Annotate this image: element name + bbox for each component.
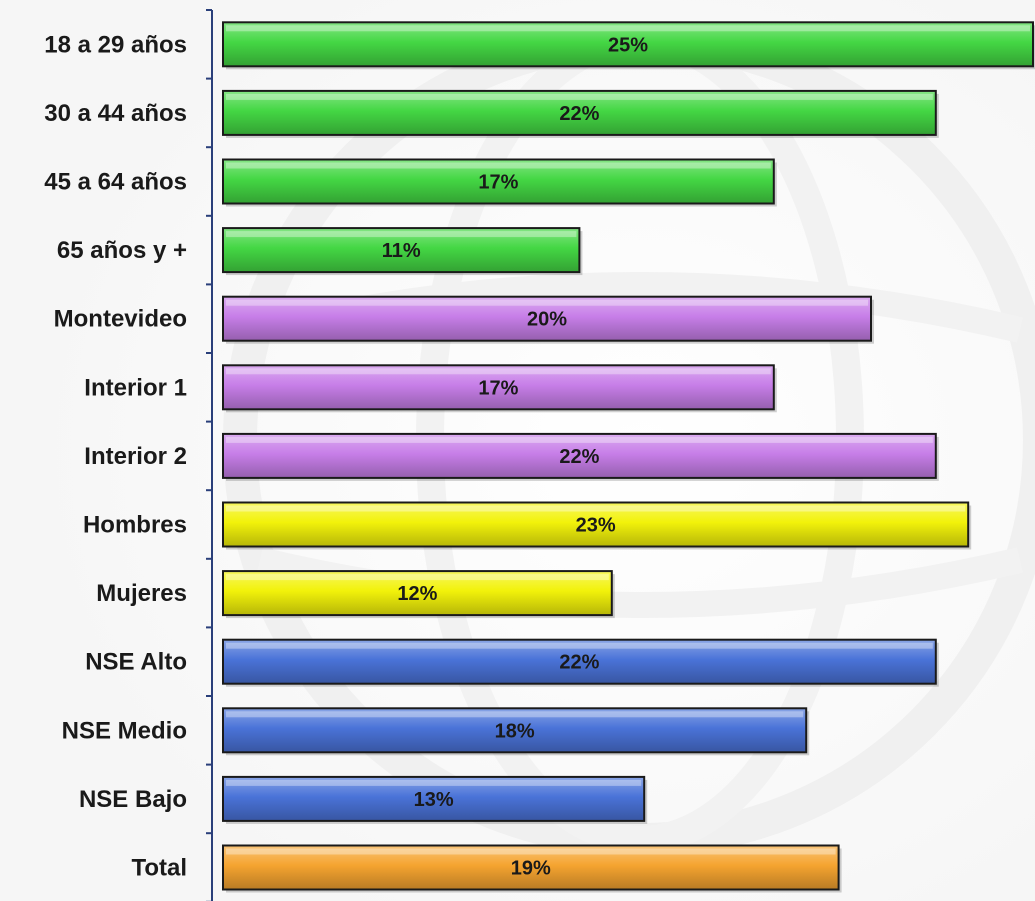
bar (222, 707, 808, 754)
bar (222, 364, 775, 411)
bar-group: 22% (222, 89, 939, 138)
bar-group: 11% (222, 227, 583, 276)
bars-group: 25% 22% 17% 11% 20% 17% 22% 23% 12% 22% 18% 13% 19% (222, 21, 1035, 893)
bar (222, 227, 581, 274)
bar-group: 17% (222, 364, 777, 413)
bar (222, 158, 775, 205)
value-label: 18% (495, 720, 535, 742)
bar-highlight (226, 574, 609, 581)
category-label: Montevideo (54, 306, 187, 333)
category-label: 18 a 29 años (44, 31, 187, 58)
category-label: NSE Alto (85, 649, 187, 676)
bar-highlight (226, 93, 933, 100)
category-label: Interior 2 (84, 443, 187, 470)
value-label: 22% (559, 652, 599, 674)
value-label: 20% (527, 309, 567, 331)
bar-group: 20% (222, 295, 874, 344)
value-label: 13% (414, 789, 454, 811)
bar-group: 23% (222, 501, 972, 550)
bar-highlight (226, 25, 1030, 32)
category-label: Total (131, 855, 187, 882)
bar-highlight (226, 368, 771, 375)
bar-highlight (226, 162, 771, 169)
category-label: NSE Medio (62, 717, 187, 744)
category-axis (206, 9, 213, 901)
value-label: 17% (478, 377, 518, 399)
bar-group: 18% (222, 707, 810, 756)
bar-highlight (226, 299, 868, 306)
value-label: 23% (576, 515, 616, 537)
bar-group: 22% (222, 432, 939, 481)
category-label: Mujeres (96, 580, 187, 607)
bar-group: 17% (222, 158, 777, 207)
bar (222, 775, 646, 822)
bar-group: 25% (222, 21, 1035, 70)
category-label: 30 a 44 años (44, 100, 187, 127)
category-label: Hombres (83, 512, 187, 539)
value-label: 12% (397, 583, 437, 605)
bar (222, 501, 970, 548)
bar (222, 570, 613, 617)
category-label: Interior 1 (84, 374, 187, 401)
bar (222, 844, 840, 891)
category-label: 65 años y + (57, 237, 187, 264)
bar-group: 12% (222, 570, 615, 619)
value-label: 22% (559, 446, 599, 468)
bar (222, 89, 937, 136)
category-labels: 18 a 29 años 30 a 44 años 45 a 64 años 65 a… (44, 31, 187, 881)
bar-highlight (226, 505, 966, 512)
bar (222, 638, 937, 685)
bar-highlight (226, 779, 642, 786)
value-label: 25% (608, 34, 648, 56)
bar-group: 22% (222, 638, 939, 687)
bar-highlight (226, 642, 933, 649)
value-label: 17% (478, 172, 518, 194)
bar-highlight (226, 436, 933, 443)
bar-group: 19% (222, 844, 842, 893)
bar (222, 21, 1034, 68)
value-label: 22% (559, 103, 599, 125)
bar-group: 13% (222, 775, 648, 824)
value-label: 19% (511, 858, 551, 880)
bar-highlight (226, 711, 804, 718)
category-label: 45 a 64 años (44, 169, 187, 196)
category-label: NSE Bajo (79, 786, 187, 813)
value-label: 11% (382, 240, 421, 262)
bar-highlight (226, 848, 836, 855)
bar (222, 295, 872, 342)
bar (222, 432, 937, 479)
bar-highlight (226, 231, 577, 238)
